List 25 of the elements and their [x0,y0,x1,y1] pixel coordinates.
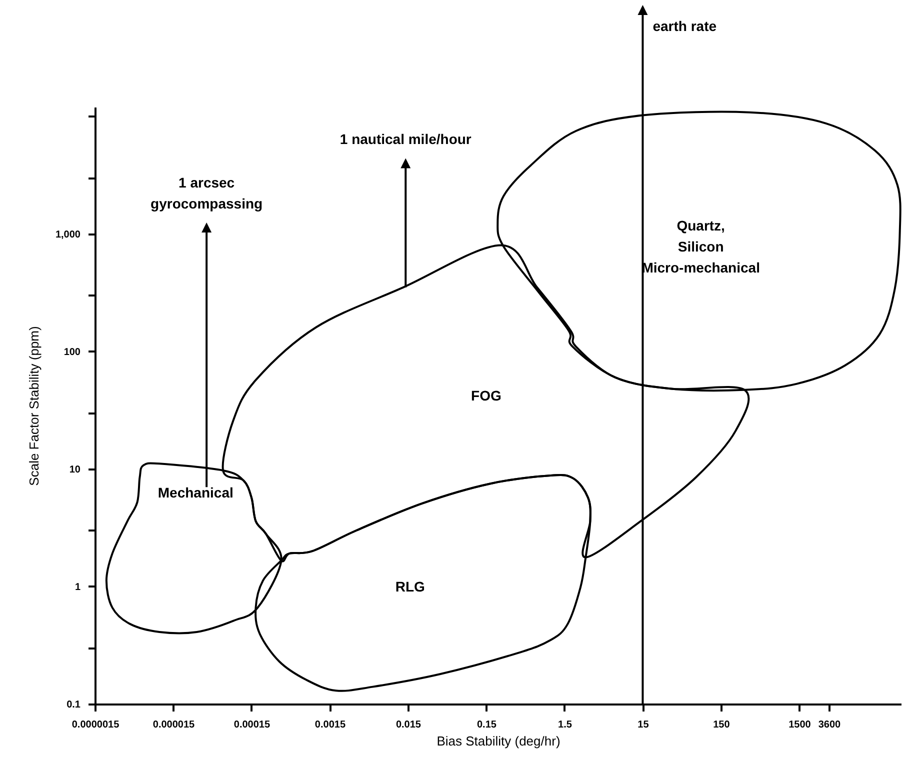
x-tick-label: 0.0015 [314,720,346,730]
y-tick-label: 10 [69,464,81,476]
annotation: Quartz, Silicon Micro-mechanical [642,218,760,276]
x-tick-label: 0.000015 [152,720,196,730]
y-tick-label: 100 [64,346,81,358]
x-axis-title: Bias Stability (deg/hr) [436,734,560,748]
x-tick-label: 0.15 [476,720,497,730]
x-tick-label: 0.0000015 [72,720,120,730]
x-tick-label: 150 [713,720,730,730]
x-tick-label: 1.5 [558,720,572,730]
y-tick-label: 0.1 [66,700,81,710]
x-tick-label: 15 [638,720,650,730]
x-tick-label: 1500 [788,720,812,730]
annotation: 1 nautical mile/hour [340,131,472,148]
annotation: RLG [395,578,426,594]
ref-line-label: earth rate [652,18,717,34]
annotation: FOG [471,388,502,404]
annotation: Mechanical [158,484,234,501]
x-tick-label: 0.015 [396,720,422,730]
x-tick-label: 0.00015 [234,720,270,730]
annotation: 1 arcsec gyrocompassing [150,174,263,212]
y-axis-title: Scale Factor Stability (ppm) [26,326,42,486]
x-tick-label: 3600 [818,720,842,730]
y-tick-label: 1 [74,582,81,593]
y-tick-label: 1,000 [55,229,81,240]
